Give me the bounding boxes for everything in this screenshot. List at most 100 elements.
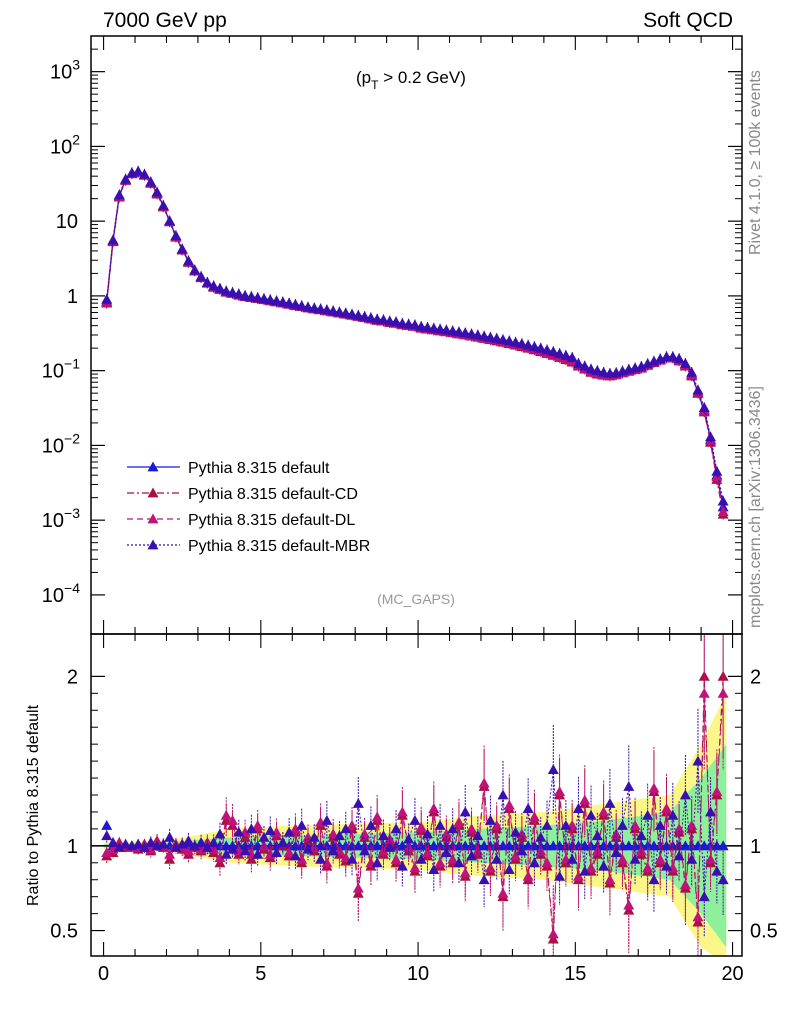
ratio-point xyxy=(333,830,345,841)
data-point xyxy=(157,200,169,210)
main-ytick-exp: 2 xyxy=(72,131,80,147)
data-point xyxy=(528,341,540,351)
data-point xyxy=(271,295,283,306)
data-point xyxy=(289,298,301,309)
ratio-point xyxy=(522,803,534,813)
ratio-point xyxy=(491,853,503,864)
main-ytick-base: 1 xyxy=(67,286,78,308)
ratio-point xyxy=(346,853,358,864)
ratio-point xyxy=(359,828,371,839)
ratio-point xyxy=(478,777,490,788)
ratio-point xyxy=(654,853,666,864)
data-point xyxy=(227,287,239,297)
ratio-point xyxy=(472,830,484,841)
data-point xyxy=(365,312,377,323)
ratio-point xyxy=(415,853,427,864)
ratio-point xyxy=(547,928,559,939)
legend-marker xyxy=(147,513,159,524)
legend-item-mbr: Pythia 8.315 default-MBR xyxy=(127,538,370,555)
data-point xyxy=(572,357,584,368)
ratio-ytick-label: 0.5 xyxy=(50,921,78,943)
series-line-mbr xyxy=(106,170,724,502)
ratio-point xyxy=(138,842,150,852)
data-point xyxy=(711,465,723,476)
legend-marker xyxy=(147,461,159,472)
ratio-point xyxy=(214,828,226,839)
ratio-point xyxy=(289,823,301,834)
main-ytick-label: 10−3 xyxy=(42,505,80,532)
data-point xyxy=(182,255,194,266)
cut-annotation-sub: T xyxy=(371,78,379,92)
legend-marker xyxy=(147,539,159,550)
data-point xyxy=(705,431,717,442)
ratio-point xyxy=(390,853,402,864)
data-point xyxy=(201,276,213,287)
data-point xyxy=(359,311,371,321)
ratio-point xyxy=(352,797,364,808)
data-point xyxy=(258,293,270,304)
ratio-point xyxy=(661,803,673,813)
ratio-point xyxy=(264,825,276,835)
ratio-ytick-label-right: 1 xyxy=(750,836,761,858)
ratio-point xyxy=(547,933,559,944)
ratio-point xyxy=(648,874,660,885)
ratio-point xyxy=(359,845,371,856)
cut-annotation-main: (p xyxy=(356,68,371,87)
data-point xyxy=(516,338,528,349)
data-point xyxy=(233,288,245,299)
ratio-ylabel: Ratio to Pythia 8.315 default xyxy=(25,704,42,906)
ratio-point xyxy=(572,803,584,813)
ratio-point xyxy=(101,830,113,841)
ratio-point xyxy=(434,820,446,830)
ratio-point xyxy=(321,814,333,825)
data-point xyxy=(478,330,490,341)
ratio-point xyxy=(258,831,270,842)
ratio-point xyxy=(327,845,339,856)
data-point xyxy=(679,357,691,368)
main-ytick-exp: −2 xyxy=(64,430,80,446)
ratio-point xyxy=(566,853,578,864)
data-point xyxy=(560,349,572,360)
data-point xyxy=(189,264,201,275)
ratio-point xyxy=(598,860,610,871)
main-ytick-base: 10 xyxy=(50,136,72,158)
data-point xyxy=(277,296,289,307)
ratio-point xyxy=(484,862,496,873)
ratio-point xyxy=(283,847,295,858)
ratio-point xyxy=(503,799,515,810)
ratio-ytick-label: 2 xyxy=(67,666,78,688)
ratio-point xyxy=(522,870,534,881)
main-ytick-label: 10−2 xyxy=(42,430,80,457)
main-ytick-base: 10 xyxy=(50,62,72,84)
ratio-point xyxy=(528,811,540,822)
series-mbr xyxy=(101,165,729,507)
legend-item-cd: Pythia 8.315 default-CD xyxy=(127,486,358,503)
ratio-point xyxy=(195,836,207,847)
data-point xyxy=(208,280,220,291)
data-point xyxy=(101,293,113,304)
legend-marker xyxy=(147,487,159,498)
data-point xyxy=(673,353,685,364)
ratio-point xyxy=(170,842,182,852)
ratio-point xyxy=(252,848,264,859)
data-point xyxy=(346,308,358,319)
ratio-point xyxy=(679,789,691,800)
ratio-ytick-label: 1 xyxy=(67,836,78,858)
xtick-label: 5 xyxy=(255,963,266,985)
data-point xyxy=(717,506,729,517)
data-point xyxy=(214,282,226,293)
main-ytick-base: 10 xyxy=(42,361,64,383)
ratio-point xyxy=(201,842,213,852)
ratio-point xyxy=(428,864,440,874)
ratio-point xyxy=(686,820,698,830)
main-ytick-label: 10−1 xyxy=(42,356,80,383)
data-point xyxy=(541,344,553,355)
ratio-point xyxy=(365,820,377,830)
ratio-point xyxy=(220,848,232,859)
ratio-point xyxy=(302,843,314,854)
legend-label: Pythia 8.315 default-DL xyxy=(188,512,355,529)
ratio-point xyxy=(176,838,188,849)
ratio-point xyxy=(371,857,383,868)
